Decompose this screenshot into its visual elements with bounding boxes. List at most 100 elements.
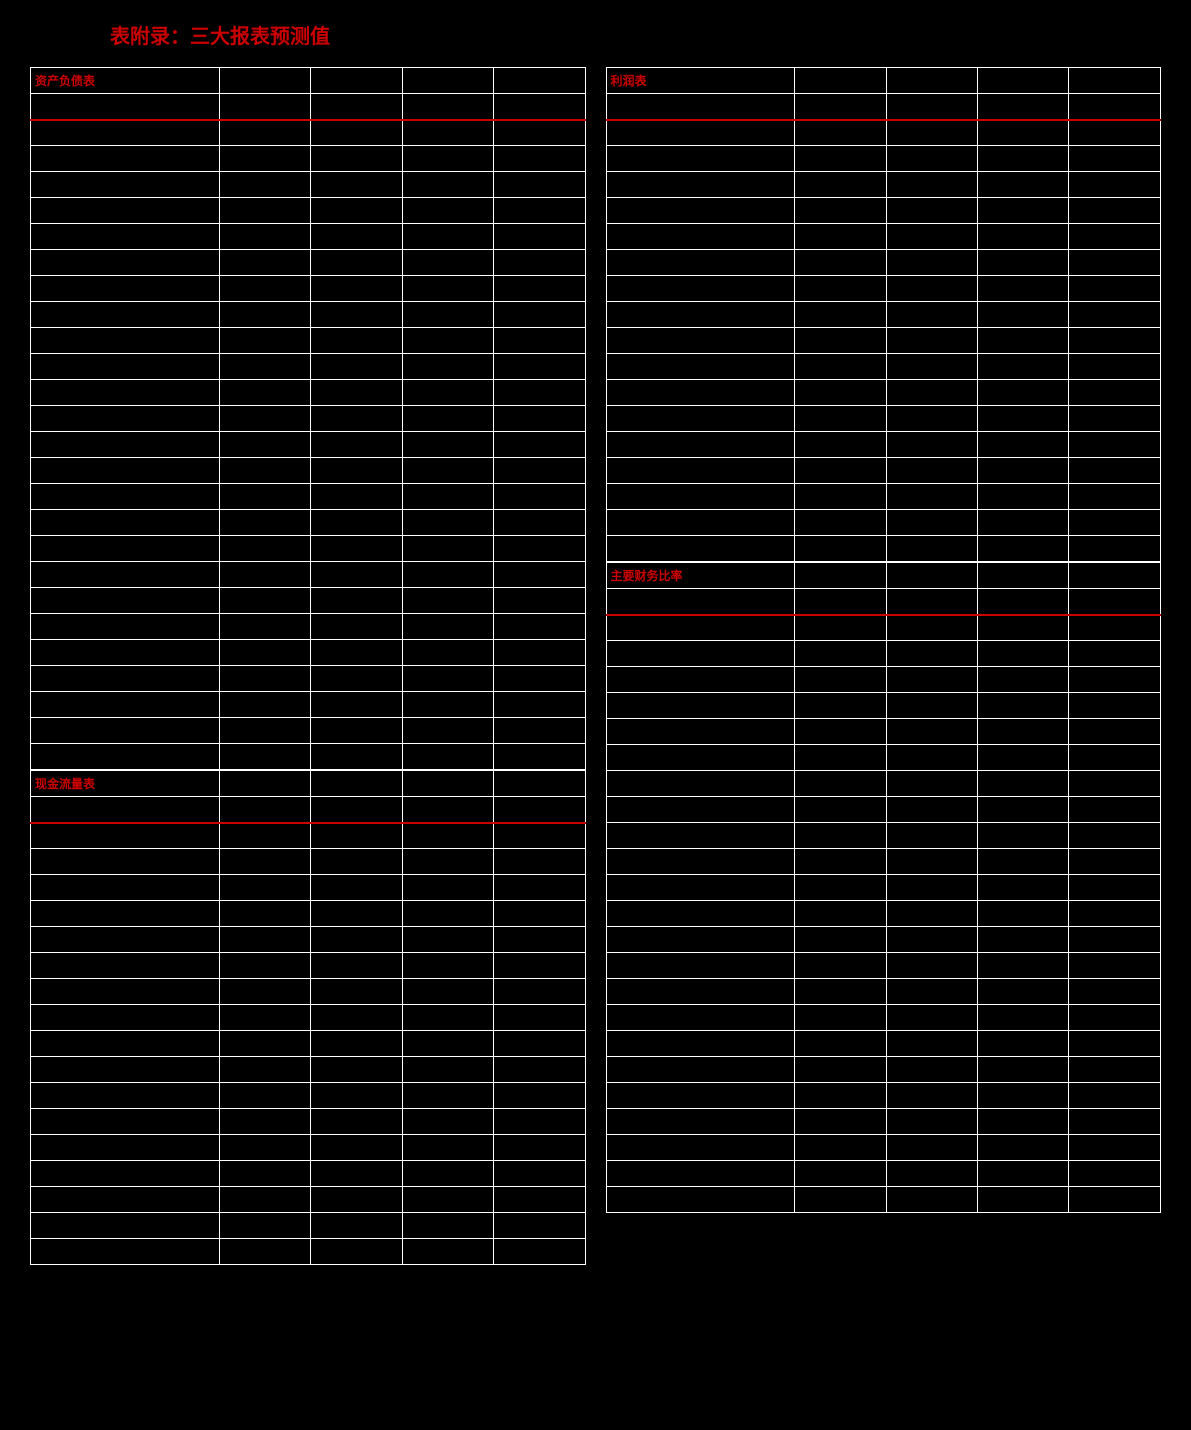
data-cell [978,667,1069,693]
data-cell [1069,823,1161,849]
row-label-cell [31,1083,220,1109]
row-label-cell [606,510,795,536]
page-title: 表附录：三大报表预测值 [110,20,1161,49]
data-cell [219,1187,310,1213]
table-row [31,718,586,744]
data-cell [219,458,310,484]
data-cell [311,1187,402,1213]
data-cell [402,1135,493,1161]
data-cell [311,640,402,666]
data-cell [311,510,402,536]
data-cell [493,1135,585,1161]
row-label-cell [606,797,795,823]
row-label-cell [606,484,795,510]
data-cell [886,354,977,380]
table-row [31,224,586,250]
table-header-cell [402,68,493,94]
row-label-cell [31,1161,220,1187]
data-cell [402,1031,493,1057]
row-label-cell [31,484,220,510]
data-cell [493,1239,585,1265]
table-row [31,953,586,979]
table-row [31,797,586,823]
row-label-cell [31,588,220,614]
row-label-cell [606,667,795,693]
data-cell [219,250,310,276]
data-cell [795,94,886,120]
data-cell [402,406,493,432]
data-cell [795,719,886,745]
data-cell [493,1161,585,1187]
data-cell [886,250,977,276]
row-label-cell [606,432,795,458]
data-cell [795,120,886,146]
data-cell [402,510,493,536]
data-cell [978,1187,1069,1213]
table-header-cell [311,771,402,797]
data-cell [886,198,977,224]
data-cell [795,927,886,953]
table-row [606,875,1161,901]
data-cell [493,927,585,953]
row-label-cell [31,510,220,536]
data-cell [219,666,310,692]
data-cell [219,640,310,666]
data-cell [1069,667,1161,693]
data-cell [1069,719,1161,745]
data-cell [402,692,493,718]
table-row [31,120,586,146]
data-cell [219,536,310,562]
data-cell [1069,302,1161,328]
row-label-cell [606,849,795,875]
data-cell [311,1057,402,1083]
row-label-cell [31,823,220,849]
data-cell [795,276,886,302]
data-cell [1069,901,1161,927]
table-row [31,588,586,614]
data-cell [886,172,977,198]
data-cell [886,875,977,901]
data-cell [886,1005,977,1031]
table-row [31,1187,586,1213]
data-cell [493,692,585,718]
table-row [31,692,586,718]
row-label-cell [31,1109,220,1135]
table-row [31,1083,586,1109]
data-cell [493,979,585,1005]
section-title-cell: 利润表 [606,68,795,94]
data-cell [219,718,310,744]
data-cell [978,823,1069,849]
data-cell [311,1161,402,1187]
table-row [606,771,1161,797]
data-cell [978,510,1069,536]
row-label-cell [31,1135,220,1161]
data-cell [978,693,1069,719]
row-label-cell [31,380,220,406]
table-row [606,198,1161,224]
table-row [31,849,586,875]
data-cell [1069,224,1161,250]
row-label-cell [31,1187,220,1213]
data-cell [978,1005,1069,1031]
table-row [606,172,1161,198]
table-header-cell [1069,563,1161,589]
data-cell [493,1083,585,1109]
table-row [31,875,586,901]
data-cell [886,823,977,849]
row-label-cell [606,953,795,979]
data-cell [219,875,310,901]
data-cell [886,797,977,823]
data-cell [311,120,402,146]
data-cell [493,250,585,276]
data-cell [402,250,493,276]
data-cell [886,589,977,615]
table-row [31,1239,586,1265]
data-cell [493,146,585,172]
data-cell [978,276,1069,302]
row-label-cell [606,250,795,276]
data-cell [795,406,886,432]
section-title-cell: 现金流量表 [31,771,220,797]
section-title-cell: 主要财务比率 [606,563,795,589]
data-cell [795,589,886,615]
table-row [31,1161,586,1187]
